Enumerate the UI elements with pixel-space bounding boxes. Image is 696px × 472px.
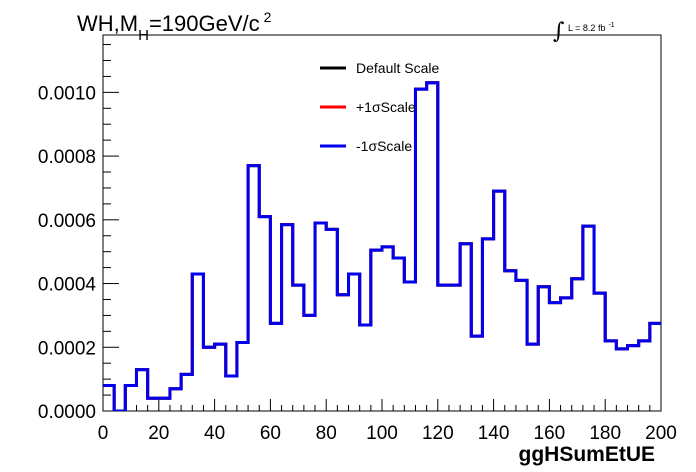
- x-tick-label: 160: [534, 423, 566, 444]
- x-tick-label: 200: [645, 423, 677, 444]
- lumi-label: L = 8.2 fb -1: [568, 22, 615, 33]
- x-tick-labels: 0 20 40 60 80 100 120 140 160 180 200: [98, 423, 677, 444]
- plot-frame: [102, 34, 662, 412]
- x-tick-label: 180: [589, 423, 621, 444]
- y-tick-label: 0.0010: [38, 83, 96, 104]
- series-layer: [103, 81, 661, 411]
- series-line-1-scale: [103, 81, 661, 411]
- x-tick-label: 0: [98, 423, 109, 444]
- legend-entry-label: +1σScale: [356, 99, 416, 115]
- x-tick-label: 100: [366, 423, 398, 444]
- plot-title: WH,MH=190GeV/c 2: [77, 9, 272, 44]
- y-tick-label: 0.0004: [38, 275, 97, 296]
- x-tick-label: 80: [316, 423, 337, 444]
- y-tick-label: 0.0002: [38, 338, 96, 359]
- x-tick-label: 40: [204, 423, 225, 444]
- x-tick-label: 60: [260, 423, 281, 444]
- legend-entry-label: Default Scale: [356, 60, 439, 76]
- x-axis-label: ggHSumEtUE: [519, 443, 656, 466]
- y-tick-label: 0.0000: [38, 402, 96, 423]
- axis-ticks: [102, 44, 662, 412]
- x-tick-label: 120: [422, 423, 454, 444]
- lumi-integral-symbol: ∫: [553, 19, 565, 44]
- y-tick-label: 0.0008: [38, 147, 96, 168]
- y-tick-label: 0.0006: [38, 211, 96, 232]
- y-tick-labels: 0.0000 0.0002 0.0004 0.0006 0.0008 0.0010: [38, 83, 97, 423]
- x-tick-label: 140: [478, 423, 510, 444]
- x-tick-label: 20: [148, 423, 169, 444]
- legend: Default Scale +1σScale -1σScale: [320, 60, 439, 154]
- legend-entry-label: -1σScale: [356, 138, 412, 154]
